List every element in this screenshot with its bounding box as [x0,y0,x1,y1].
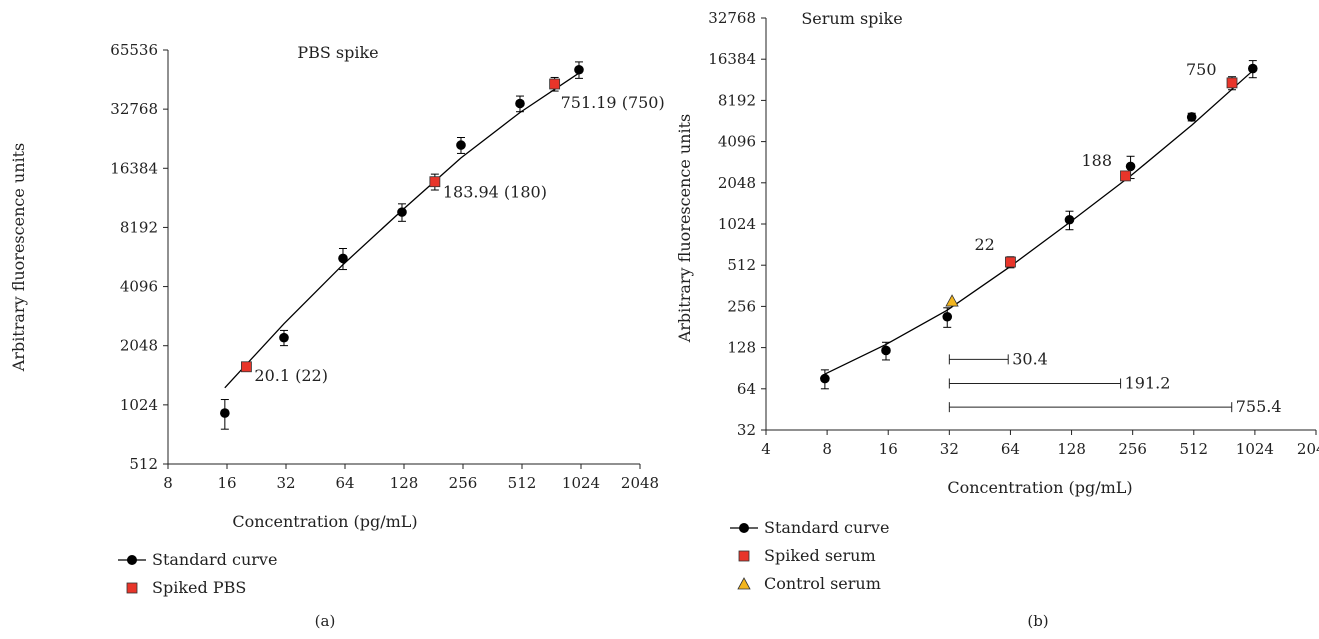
panel-1-point-square [1120,170,1131,182]
panel-1-x-tick-label: 256 [1118,440,1147,458]
panel-0-point-circle [574,64,584,75]
panel-1-y-tick-label: 32 [737,421,756,439]
panel-0-panel-label: (a) [315,612,336,630]
panel-0-y-tick-label: 2048 [120,337,158,355]
panel-0-x-tick-label: 512 [508,474,537,492]
panel-1-panel-label: (b) [1027,612,1048,630]
panel-1-point-annotation: 22 [974,235,994,254]
panel-0-x-axis-label: Concentration (pg/mL) [232,512,417,531]
panel-0-point-circle [279,332,289,343]
panel-0-y-tick-label: 32768 [110,100,158,118]
panel-1-y-tick-label: 512 [727,256,756,274]
panel-1-point-square [1005,256,1016,268]
panel-0-x-tick-label: 2048 [621,474,659,492]
panel-1-x-tick-label: 16 [879,440,898,458]
panel-1-range-label: 30.4 [1012,349,1048,368]
panel-1-point-circle [1064,214,1075,225]
panel-1-x-tick-label: 2048 [1297,440,1319,458]
panel-1-legend-label: Control serum [764,574,881,593]
panel-1-point-circle [1125,161,1136,172]
panel-1-x-tick-label: 512 [1179,440,1208,458]
panel-0-point-annotation: 20.1 (22) [254,366,328,385]
panel-0-legend-marker-square [126,582,138,594]
panel-1-fit-line [824,70,1254,375]
panel-1-y-axis-label: Arbitrary fluorescence units [675,114,694,344]
panel-0-y-tick-label: 512 [129,455,158,473]
panel-0-point-circle [456,140,466,150]
panel-1-y-tick-label: 16384 [708,50,756,68]
panel-1-y-tick-label: 4096 [718,133,756,151]
panel-1-x-tick-label: 128 [1057,440,1086,458]
panel-1-legend-label: Spiked serum [764,546,876,565]
panel-0-x-tick-label: 32 [276,474,295,492]
panel-1-y-tick-label: 2048 [718,174,756,192]
panel-0-y-axis-label: Arbitrary fluorescence units [9,143,28,373]
panel-1-title: Serum spike [801,9,902,28]
panel-0-point-square [429,176,441,188]
panel-1-point-triangle [945,294,959,307]
panel-1-y-tick-label: 8192 [718,91,756,109]
panel-0-point-circle [397,207,407,217]
panel-0-y-tick-label: 65536 [110,41,158,59]
panel-0-legend-label: Spiked PBS [152,578,246,597]
panel-1-legend-marker-square [738,550,750,562]
panel-0-point-square [241,361,252,373]
panel-1-x-tick-label: 8 [822,440,832,458]
panel-0-point-circle [338,253,348,264]
panel-1-point-circle [881,345,891,356]
panel-0-point-annotation: 751.19 (750) [561,93,665,112]
panel-1-x-tick-label: 32 [940,440,959,458]
panel-0-fit-line [224,72,580,389]
panel-0-point-circle [220,408,230,418]
panel-0-x-tick-label: 1024 [562,474,600,492]
panel-1-range-label: 755.4 [1236,397,1282,416]
panel-1-y-tick-label: 256 [727,297,756,315]
panel-1-point-circle [942,311,953,322]
panel-0-x-tick-label: 64 [335,474,354,492]
panel-0-legend-label: Standard curve [152,550,277,569]
panel-1-legend-marker-triangle [737,577,751,590]
panel-1-x-tick-label: 64 [1001,440,1020,458]
panel-1-y-tick-label: 1024 [718,215,756,233]
panel-1-point-circle [1247,63,1258,74]
panel-1-y-tick-label: 128 [727,339,756,357]
panel-1-point-square [1226,77,1238,89]
panel-0-x-tick-label: 128 [390,474,419,492]
panel-1-x-tick-label: 1024 [1236,440,1274,458]
panel-0-legend-marker-circle [127,555,137,565]
panel-1-point-circle [1186,112,1197,122]
panel-1-y-tick-label: 64 [737,380,756,398]
panel-0-x-tick-label: 16 [217,474,236,492]
panel-0-y-tick-label: 16384 [110,159,158,177]
panel-0-point-square [549,78,561,90]
panel-0-y-tick-label: 1024 [120,396,158,414]
panel-1-point-annotation: 750 [1186,60,1217,79]
panel-0-x-tick-label: 8 [163,474,173,492]
panel-0-y-tick-label: 4096 [120,278,158,296]
panel-0-y-tick-label: 8192 [120,218,158,236]
panel-1-legend-label: Standard curve [764,518,889,537]
panel-1-x-axis-label: Concentration (pg/mL) [947,478,1132,497]
panel-1-point-annotation: 188 [1081,151,1112,170]
panel-0-point-annotation: 183.94 (180) [443,183,547,202]
panel-0-x-tick-label: 256 [449,474,478,492]
panel-1-y-tick-label: 32768 [708,9,756,27]
panel-1-point-circle [820,373,830,384]
panel-1-range-label: 191.2 [1125,373,1171,392]
panel-0-title: PBS spike [297,43,378,62]
panel-1-x-tick-label: 4 [761,440,771,458]
panel-1-legend-marker-circle [739,523,749,533]
panel-0-point-circle [515,98,525,109]
